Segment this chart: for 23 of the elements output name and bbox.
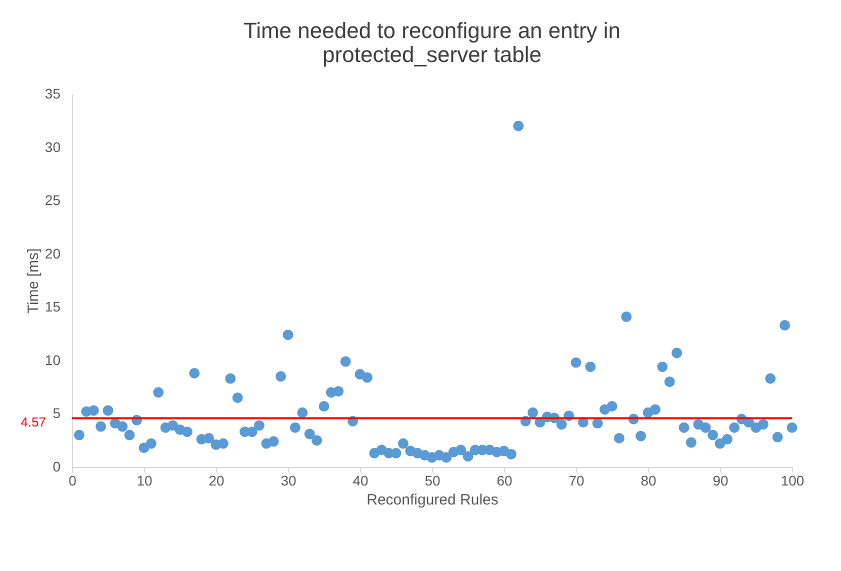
y-tick-label: 0 xyxy=(52,458,61,474)
x-tick-label: 40 xyxy=(352,472,368,488)
y-tick-label: 10 xyxy=(44,352,61,368)
y-tick-label: 15 xyxy=(44,298,61,315)
x-tick-label: 60 xyxy=(496,472,512,488)
y-tick-label: 5 xyxy=(52,405,61,422)
ref-line-label: 4.57 xyxy=(20,414,46,430)
x-tick-label: 30 xyxy=(280,472,296,488)
x-tick-label: 80 xyxy=(640,472,656,488)
y-axis-title: Time [ms] xyxy=(24,248,42,314)
y-tick-label: 25 xyxy=(44,192,61,208)
x-tick-label: 0 xyxy=(68,472,77,488)
x-tick-label: 100 xyxy=(780,472,804,488)
x-tick-label: 70 xyxy=(568,472,584,488)
x-tick-label: 50 xyxy=(424,472,440,488)
x-tick-label: 90 xyxy=(712,472,728,488)
x-axis-title: Reconfigured Rules xyxy=(366,492,498,508)
y-tick-label: 35 xyxy=(44,86,61,102)
x-tick-label: 20 xyxy=(208,472,224,488)
y-tick-label: 30 xyxy=(44,138,61,155)
chart-title: Time needed to reconfigure an entry in protected_server table xyxy=(243,18,621,67)
y-tick-label: 20 xyxy=(44,245,61,262)
x-tick-label: 10 xyxy=(136,472,152,488)
